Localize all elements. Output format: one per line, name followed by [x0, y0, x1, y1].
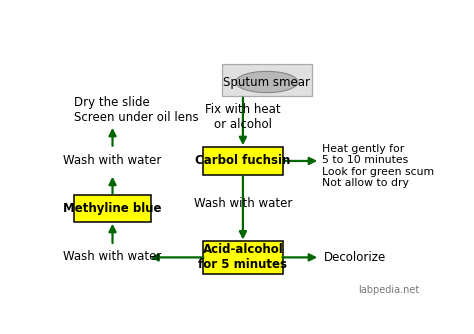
Text: Wash with water: Wash with water	[194, 197, 292, 210]
FancyBboxPatch shape	[203, 147, 283, 175]
FancyBboxPatch shape	[222, 64, 312, 96]
Text: Sputum smear: Sputum smear	[223, 75, 310, 89]
Text: Acid-alcohol
for 5 minutes: Acid-alcohol for 5 minutes	[199, 243, 287, 272]
Text: labpedia.net: labpedia.net	[358, 285, 419, 295]
Text: Wash with water: Wash with water	[64, 154, 162, 167]
Text: Dry the slide
Screen under oil lens: Dry the slide Screen under oil lens	[74, 96, 199, 124]
FancyBboxPatch shape	[203, 241, 283, 274]
Text: Fix with heat
or alcohol: Fix with heat or alcohol	[205, 103, 281, 131]
Text: Methyline blue: Methyline blue	[63, 202, 162, 215]
FancyBboxPatch shape	[74, 195, 151, 222]
Text: Decolorize: Decolorize	[324, 251, 386, 264]
Text: Wash with water: Wash with water	[64, 249, 162, 263]
Text: Heat gently for
5 to 10 minutes
Look for green scum
Not allow to dry: Heat gently for 5 to 10 minutes Look for…	[322, 144, 434, 188]
Text: Carbol fuchsin: Carbol fuchsin	[195, 154, 291, 167]
Ellipse shape	[236, 71, 298, 93]
